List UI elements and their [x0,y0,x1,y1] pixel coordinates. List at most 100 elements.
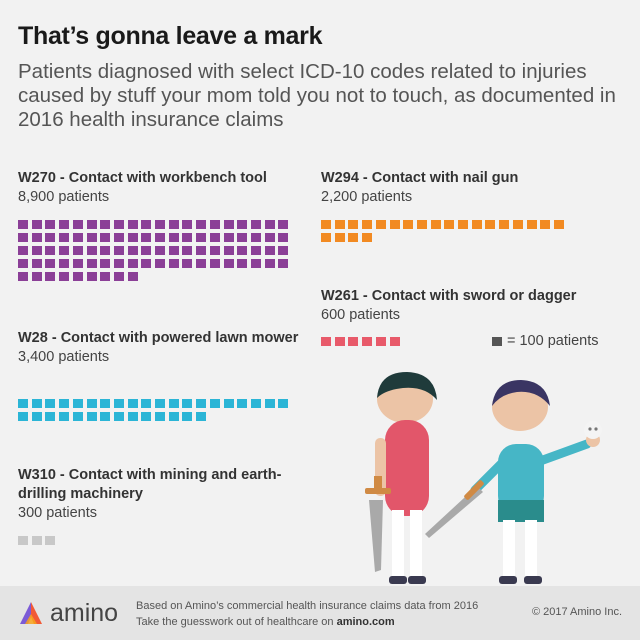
waffle-square [155,220,165,229]
waffle-square [182,246,193,255]
waffle-square [100,272,111,281]
waffle-square [168,220,179,229]
waffle-square [127,399,138,408]
series-count: 2,200 patients [321,189,413,205]
waffle-square [334,220,345,229]
waffle-square [209,220,220,229]
waffle-square [264,259,275,268]
waffle-square [45,220,56,229]
waffle-square [72,399,83,408]
waffle-square [223,399,234,408]
waffle-square [18,272,28,281]
waffle-square [141,246,152,255]
data-source-note: Based on Amino’s commercial health insur… [136,598,478,630]
waffle-square [278,399,289,408]
waffle-square [45,233,56,242]
waffle-square [86,246,97,255]
waffle-square [223,246,234,255]
waffle-square [168,246,179,255]
waffle-square [59,246,70,255]
waffle-square [59,233,70,242]
amino-brand: amino [50,599,119,627]
waffle-square [196,233,207,242]
waffle-square [403,220,414,229]
waffle-square [31,246,42,255]
waffle-square [45,412,56,421]
waffle-square [18,220,28,229]
waffle-square [59,272,70,281]
waffle-square [100,246,111,255]
waffle-square [18,246,28,255]
amino-logo-icon [20,602,42,624]
waffle-square [113,399,124,408]
waffle-square [375,337,386,346]
waffle-square [168,412,179,421]
waffle-square [250,233,261,242]
waffle-square [321,233,331,242]
series-w310-header: W310 - Contact with mining and earth-dri… [18,466,308,523]
waffle-square [113,259,124,268]
waffle-square [31,220,42,229]
waffle-square [31,259,42,268]
waffle-square [499,220,510,229]
waffle-square [223,233,234,242]
waffle-square [100,220,111,229]
waffle-square [512,220,523,229]
source-line-2-text: Take the guesswork out of healthcare on [136,616,337,628]
waffle-square [362,233,373,242]
waffle-square [127,233,138,242]
waffle-square [250,220,261,229]
waffle-square [45,399,56,408]
waffle-square [375,220,386,229]
waffle-square [168,233,179,242]
waffle-square [458,220,468,229]
waffle-square [485,220,496,229]
waffle-square [209,399,220,408]
waffle-square [348,337,359,346]
waffle-square [59,259,70,268]
waffle-square [278,233,289,242]
waffle-square [182,220,193,229]
waffle-square [237,233,248,242]
series-w270-header: W270 - Contact with workbench tool 8,900… [18,169,308,207]
waffle-square [72,220,83,229]
waffle-square [237,220,248,229]
waffle-square [223,220,234,229]
waffle-square [182,399,193,408]
waffle-square [31,399,42,408]
waffle-square [430,220,441,229]
waffle-square [86,272,97,281]
amino-link[interactable]: amino.com [336,616,395,628]
waffle-square [155,233,165,242]
waffle-square [127,220,138,229]
waffle-square [113,272,124,281]
series-label: W28 - Contact with powered lawn mower [18,330,299,346]
waffle-square [86,412,97,421]
waffle-square [526,220,537,229]
waffle-square [141,220,152,229]
waffle-square [182,233,193,242]
legend-label: = 100 patients [507,333,599,349]
series-label: W261 - Contact with sword or dagger [321,288,577,304]
waffle-square [348,220,359,229]
waffle-square [444,220,455,229]
series-count: 600 patients [321,307,401,323]
waffle-square [86,259,97,268]
waffle-square [348,233,359,242]
waffle-square [100,399,111,408]
waffle-square [72,233,83,242]
waffle-square [45,536,56,545]
copyright: © 2017 Amino Inc. [531,606,622,618]
waffle-square [540,220,551,229]
waffle-square [553,220,564,229]
waffle-square [127,272,138,281]
series-count: 300 patients [18,505,98,521]
waffle-square [31,233,42,242]
waffle-square [155,246,165,255]
waffle-square [86,233,97,242]
waffle-square [389,337,400,346]
waffle-square [250,259,261,268]
waffle-square [237,399,248,408]
waffle-square [86,220,97,229]
waffle-square [362,220,373,229]
